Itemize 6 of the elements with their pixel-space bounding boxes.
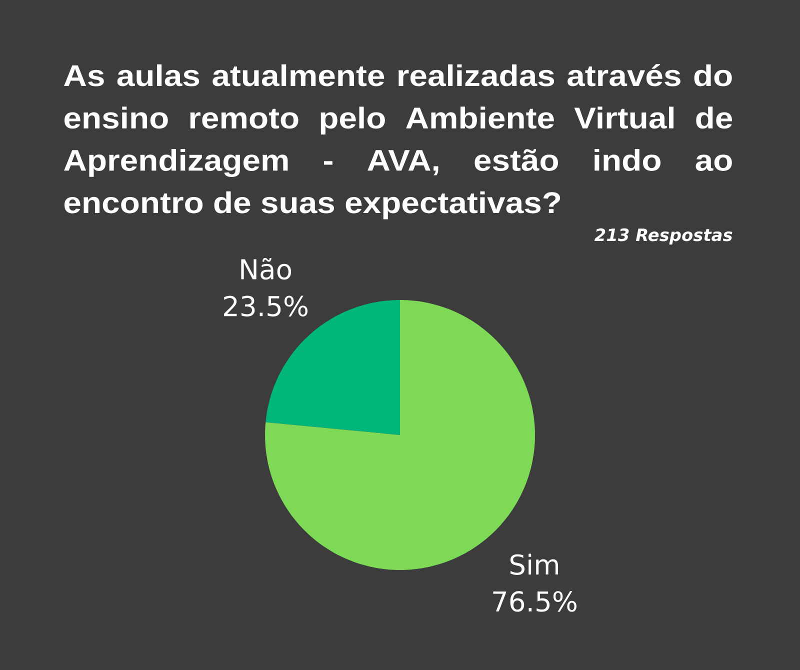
data-label: 76.5% (493, 591, 576, 612)
slice-label: Não (241, 258, 292, 280)
chart-title: As aulas atualmente realizadas através do ensino remoto pelo Ambiente Virtual de Aprendizagem - AVA, estão indo ao encontro de suas expectativas? (64, 64, 732, 220)
data-label: 23.5% (224, 296, 308, 316)
slice-label: Sim (510, 554, 558, 575)
text: 213 Respostas (594, 228, 732, 245)
